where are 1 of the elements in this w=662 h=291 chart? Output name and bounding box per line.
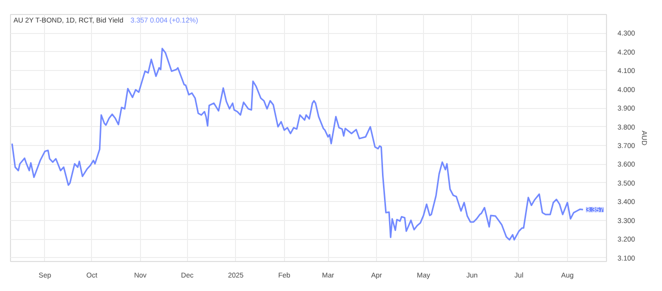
line-series bbox=[11, 48, 584, 241]
